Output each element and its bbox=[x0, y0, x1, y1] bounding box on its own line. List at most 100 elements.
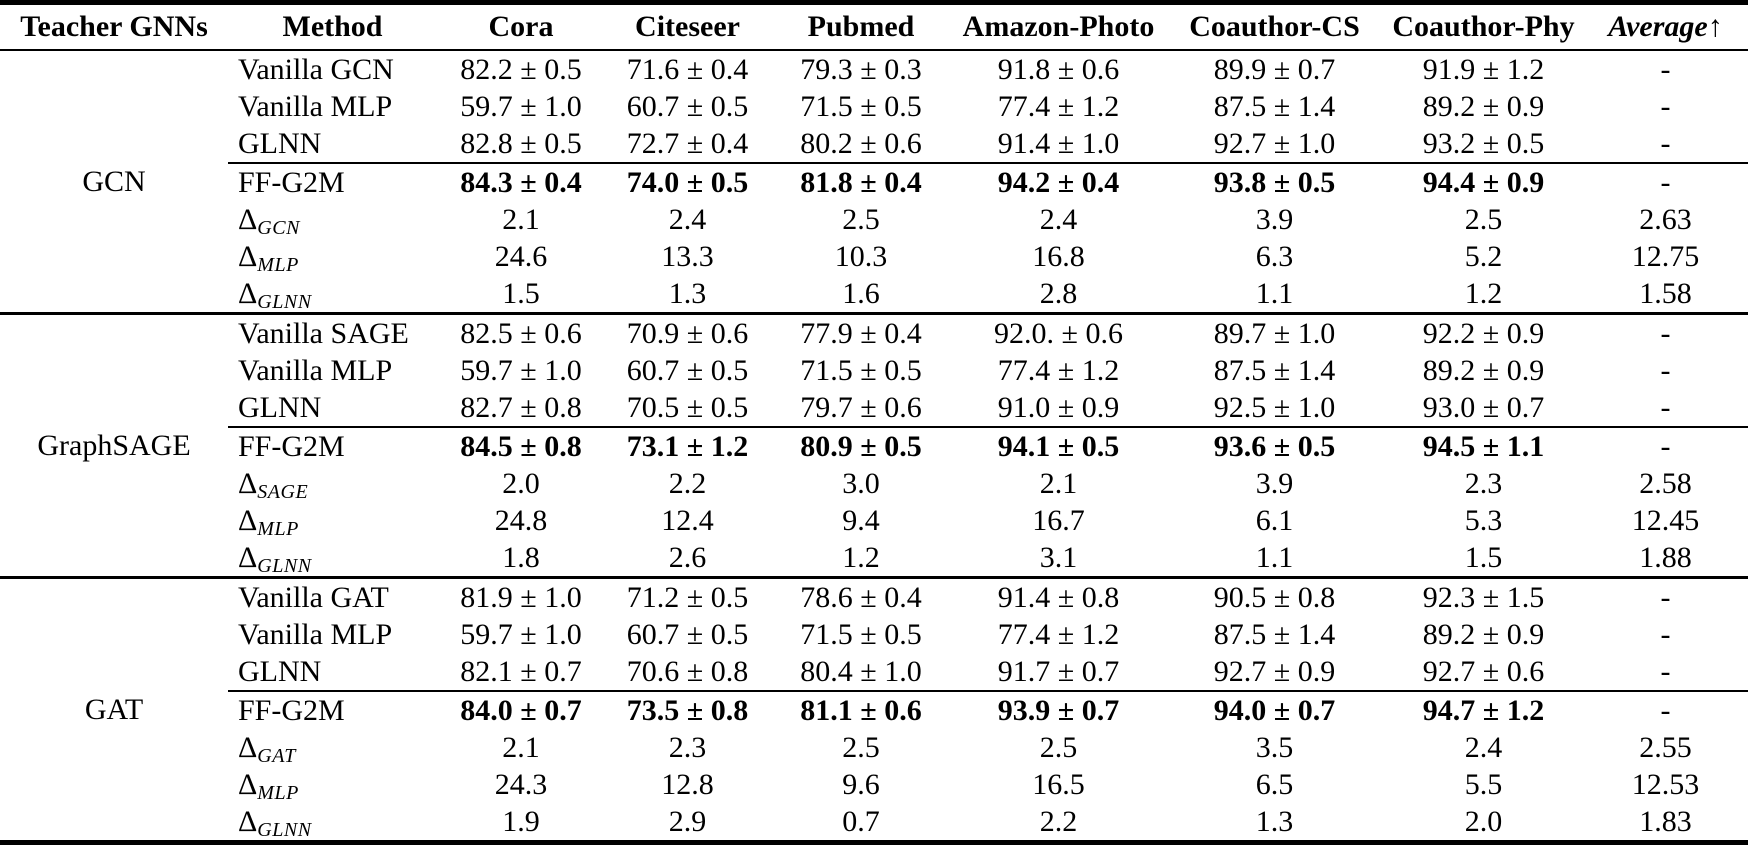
column-header-coauthor-cs: Coauthor-CS bbox=[1165, 2, 1384, 51]
table-row: GLNN 82.7 ± 0.8 70.5 ± 0.5 79.7 ± 0.6 91.0 ±… bbox=[0, 389, 1748, 427]
value-cell: 24.8 bbox=[494, 503, 548, 537]
value-cell: 1.3 bbox=[668, 276, 707, 310]
table-row: FF-G2M 84.0 ± 0.7 73.5 ± 0.8 81.1 ± 0.6 93.9… bbox=[0, 690, 1748, 729]
method-label-ff-g2m: FF-G2M bbox=[228, 162, 437, 201]
value-cell: 1.2 bbox=[842, 540, 880, 574]
value-cell: 94.2 ± 0.4 bbox=[952, 162, 1165, 201]
value-cell: 9.6 bbox=[842, 767, 880, 801]
value-cell: 5.2 bbox=[1464, 239, 1503, 273]
table-row: ΔGLNN 1.9 2.9 0.7 2.2 1.3 2.0 1.83 bbox=[0, 803, 1748, 843]
value-cell: 2.55 bbox=[1639, 730, 1692, 764]
table-row: ΔGLNN 1.8 2.6 1.2 3.1 1.1 1.5 1.88 bbox=[0, 539, 1748, 578]
value-cell: 2.4 bbox=[1464, 730, 1503, 764]
value-cell: 16.5 bbox=[1032, 767, 1085, 801]
table-row: ΔGCN 2.1 2.4 2.5 2.4 3.9 2.5 2.63 bbox=[0, 201, 1748, 238]
value-cell: 82.5 ± 0.6 bbox=[437, 312, 605, 352]
value-cell: 71.5 ± 0.5 bbox=[800, 617, 922, 651]
method-label-delta-mlp: ΔMLP bbox=[228, 238, 437, 275]
table-row: ΔMLP 24.6 13.3 10.3 16.8 6.3 5.2 12.75 bbox=[0, 238, 1748, 275]
value-cell: 1.58 bbox=[1639, 276, 1692, 310]
value-cell: 93.0 ± 0.7 bbox=[1422, 390, 1545, 424]
value-cell: 2.8 bbox=[1039, 276, 1078, 310]
table-row: GCN Vanilla GCN 82.2 ± 0.5 71.6 ± 0.4 79.3 ±… bbox=[0, 50, 1748, 198]
table-row: FF-G2M 84.3 ± 0.4 74.0 ± 0.5 81.8 ± 0.4 94.2… bbox=[0, 162, 1748, 201]
delta-subscript: GCN bbox=[257, 216, 300, 238]
table-row: GAT Vanilla GAT 81.9 ± 1.0 71.2 ± 0.5 78.6 ±… bbox=[0, 576, 1748, 843]
table-row: GraphSAGE Vanilla SAGE 82.5 ± 0.6 70.9 ± 0.… bbox=[0, 312, 1748, 578]
value-cell: 1.1 bbox=[1255, 276, 1294, 310]
value-cell: 70.5 ± 0.5 bbox=[626, 390, 749, 424]
value-cell: 93.8 ± 0.5 bbox=[1165, 162, 1384, 201]
value-cell: - bbox=[1660, 654, 1671, 688]
method-label-delta-mlp: ΔMLP bbox=[228, 502, 437, 539]
method-label-delta-sage: ΔSAGE bbox=[228, 465, 437, 502]
value-cell: 94.0 ± 0.7 bbox=[1165, 690, 1384, 729]
table-row: Vanilla MLP 59.7 ± 1.0 60.7 ± 0.5 71.5 ± 0.… bbox=[0, 616, 1748, 653]
value-cell: 87.5 ± 1.4 bbox=[1213, 89, 1336, 123]
table-row: ΔMLP 24.3 12.8 9.6 16.5 6.5 5.5 12.53 bbox=[0, 766, 1748, 803]
value-cell: 2.0 bbox=[1464, 804, 1503, 838]
value-cell: - bbox=[1660, 353, 1671, 387]
delta-subscript: MLP bbox=[257, 781, 299, 803]
value-cell: 2.6 bbox=[668, 540, 707, 574]
value-cell: 1.83 bbox=[1639, 804, 1692, 838]
value-cell: 70.9 ± 0.6 bbox=[605, 312, 770, 352]
teacher-label-gat: GAT bbox=[0, 576, 228, 843]
column-header-cora: Cora bbox=[437, 2, 605, 51]
column-header-teacher-gnns: Teacher GNNs bbox=[0, 2, 228, 51]
method-label-delta-glnn: ΔGLNN bbox=[228, 803, 437, 843]
value-cell: 89.2 ± 0.9 bbox=[1422, 617, 1545, 651]
value-cell: 82.8 ± 0.5 bbox=[460, 126, 582, 160]
value-cell: 2.0 bbox=[502, 466, 540, 500]
delta-symbol: Δ bbox=[238, 466, 258, 500]
value-cell: 6.1 bbox=[1255, 503, 1294, 537]
method-label-delta-gcn: ΔGCN bbox=[228, 201, 437, 238]
method-label-vanilla-gat: Vanilla GAT bbox=[228, 576, 437, 616]
value-cell: 80.2 ± 0.6 bbox=[800, 126, 922, 160]
method-label-vanilla-mlp: Vanilla MLP bbox=[238, 353, 393, 387]
value-cell: - bbox=[1660, 52, 1671, 86]
delta-subscript: GAT bbox=[257, 744, 296, 766]
value-cell: 91.9 ± 1.2 bbox=[1422, 52, 1545, 86]
table-row: ΔGAT 2.1 2.3 2.5 2.5 3.5 2.4 2.55 bbox=[0, 729, 1748, 766]
table-row: Vanilla MLP 59.7 ± 1.0 60.7 ± 0.5 71.5 ± 0.… bbox=[0, 88, 1748, 125]
value-cell: 2.63 bbox=[1639, 202, 1692, 236]
teacher-label-graphsage: GraphSAGE bbox=[0, 312, 228, 578]
delta-subscript: MLP bbox=[257, 517, 299, 539]
delta-subscript: MLP bbox=[257, 253, 299, 275]
value-cell: 1.5 bbox=[1464, 540, 1503, 574]
method-label-delta-glnn: ΔGLNN bbox=[228, 539, 437, 578]
value-cell: 78.6 ± 0.4 bbox=[770, 576, 952, 616]
value-cell: 2.2 bbox=[1039, 804, 1078, 838]
value-cell: 6.5 bbox=[1255, 767, 1294, 801]
value-cell: 2.3 bbox=[668, 730, 707, 764]
table-row: ΔMLP 24.8 12.4 9.4 16.7 6.1 5.3 12.45 bbox=[0, 502, 1748, 539]
value-cell: 70.6 ± 0.8 bbox=[626, 654, 749, 688]
value-cell: 6.3 bbox=[1255, 239, 1294, 273]
value-cell: 10.3 bbox=[834, 239, 888, 273]
value-cell: - bbox=[1583, 690, 1748, 729]
value-cell: 2.2 bbox=[668, 466, 707, 500]
method-label-delta-gat: ΔGAT bbox=[228, 729, 437, 766]
value-cell: 93.2 ± 0.5 bbox=[1422, 126, 1545, 160]
value-cell: 74.0 ± 0.5 bbox=[605, 162, 770, 201]
value-cell: 89.2 ± 0.9 bbox=[1422, 89, 1545, 123]
value-cell: 92.0. ± 0.6 bbox=[952, 312, 1165, 352]
value-cell: 2.5 bbox=[1464, 202, 1503, 236]
value-cell: 91.7 ± 0.7 bbox=[997, 654, 1120, 688]
value-cell: 92.7 ± 1.0 bbox=[1213, 126, 1336, 160]
value-cell: 84.3 ± 0.4 bbox=[437, 162, 605, 201]
value-cell: 1.8 bbox=[502, 540, 540, 574]
value-cell: 82.1 ± 0.7 bbox=[460, 654, 582, 688]
value-cell: 59.7 ± 1.0 bbox=[460, 617, 582, 651]
value-cell: 80.9 ± 0.5 bbox=[770, 426, 952, 465]
value-cell: 12.4 bbox=[661, 503, 714, 537]
value-cell: 92.5 ± 1.0 bbox=[1213, 390, 1336, 424]
value-cell: 1.5 bbox=[502, 276, 540, 310]
column-header-label: Average bbox=[1608, 10, 1708, 43]
method-label-delta-glnn: ΔGLNN bbox=[228, 275, 437, 314]
value-cell: 2.5 bbox=[842, 202, 880, 236]
method-label-ff-g2m: FF-G2M bbox=[228, 690, 437, 729]
value-cell: 92.2 ± 0.9 bbox=[1384, 312, 1583, 352]
